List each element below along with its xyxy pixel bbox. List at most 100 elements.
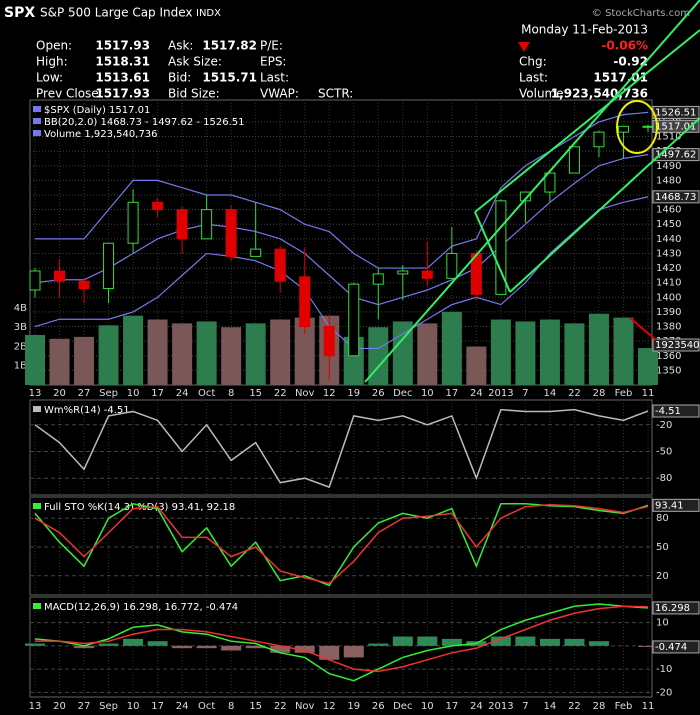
legend-swatch xyxy=(33,503,41,509)
x-tick-label: 15 xyxy=(249,701,262,712)
candle-body xyxy=(568,146,580,174)
volume-bar xyxy=(270,319,291,385)
volume-tick-label: 3B xyxy=(14,322,27,333)
candle-body xyxy=(421,270,433,279)
legend-entry: Volume 1,923,540,736 xyxy=(44,129,158,140)
x-tick-label: 14 xyxy=(544,701,557,712)
copyright: © StockCharts.com xyxy=(592,8,690,19)
histogram-bar xyxy=(417,636,438,646)
value-badge xyxy=(652,601,700,615)
x-tick-label: Feb xyxy=(615,701,633,712)
x-tick-label: 15 xyxy=(249,388,262,399)
x-tick-label: 13 xyxy=(29,388,42,399)
indicator-line xyxy=(34,603,649,682)
value-badge xyxy=(652,338,700,352)
field-label: Ask: xyxy=(168,39,193,53)
field-value: 1518.31 xyxy=(95,55,150,69)
y-tick-label: 80 xyxy=(656,513,669,524)
x-tick-label: 20 xyxy=(53,701,66,712)
x-tick-label: Oct xyxy=(198,701,215,712)
x-tick-label: 14 xyxy=(544,388,557,399)
candle-body xyxy=(54,270,66,282)
y-tick-label: -20 xyxy=(656,687,672,698)
x-tick-label: 20 xyxy=(53,388,66,399)
field-value: 1515.71 xyxy=(202,71,257,85)
field-value: 1517.82 xyxy=(202,39,257,53)
candle-body xyxy=(348,283,360,357)
y-tick-label: 1380 xyxy=(656,322,681,333)
x-tick-label: 10 xyxy=(421,388,434,399)
histogram-bar xyxy=(98,643,119,646)
volume-bar xyxy=(417,323,438,385)
x-tick-label: 22 xyxy=(568,701,581,712)
histogram-bar xyxy=(319,645,340,660)
value-badge-label: 16.298 xyxy=(655,603,690,614)
y-tick-label: 1510 xyxy=(656,132,681,143)
candle-body xyxy=(299,276,311,328)
histogram-bar xyxy=(25,643,45,646)
sto-panel xyxy=(29,496,653,596)
legend-swatch xyxy=(33,118,41,124)
field-label: Last: xyxy=(519,71,548,85)
field-label: Bid Size: xyxy=(168,87,220,101)
candle-body xyxy=(372,273,384,285)
field-label: Volume: xyxy=(519,87,568,101)
volume-bar xyxy=(588,313,609,385)
channel-line xyxy=(474,29,700,213)
histogram-bar xyxy=(392,636,413,646)
x-tick-label: 22 xyxy=(274,388,287,399)
y-tick-label: -80 xyxy=(656,473,672,484)
field-label: Prev Close: xyxy=(36,87,103,101)
field-label: Open: xyxy=(36,39,72,53)
x-tick-label: 24 xyxy=(176,701,189,712)
volume-bar xyxy=(490,319,511,385)
field-value: 1513.61 xyxy=(95,71,150,85)
volume-bar xyxy=(25,334,45,385)
histogram-bar xyxy=(638,645,658,647)
field-label: EPS: xyxy=(260,55,286,69)
bollinger-band xyxy=(34,154,649,306)
histogram-bar xyxy=(123,638,144,646)
y-tick-label: 1420 xyxy=(656,263,681,274)
x-tick-label: 24 xyxy=(470,701,483,712)
candle-body xyxy=(446,252,458,279)
volume-bar xyxy=(613,317,634,385)
volume-bar xyxy=(74,336,95,385)
volume-bar xyxy=(539,319,560,385)
field-label: Low: xyxy=(36,71,63,85)
volume-bar xyxy=(196,321,217,385)
x-tick-label: 19 xyxy=(347,701,360,712)
legend-entry: Wm%R(14) -4.51 xyxy=(44,405,130,416)
indicator-line xyxy=(34,504,649,585)
legend-entry: BB(20,2.0) 1468.73 - 1497.62 - 1526.51 xyxy=(44,117,245,128)
candle-body xyxy=(470,252,482,295)
histogram-bar xyxy=(368,643,389,646)
y-tick-label: 1490 xyxy=(656,161,681,172)
histogram-bar xyxy=(147,641,168,646)
plot: 13 13 20 20 27 27 Sep Sep 10 10 17 17 24 24 Oct Oct 8 8 15… xyxy=(14,100,700,712)
value-badge xyxy=(652,640,700,654)
x-tick-label: 17 xyxy=(445,701,458,712)
x-tick-label: Dec xyxy=(393,388,412,399)
y-tick-label: 1440 xyxy=(656,234,681,245)
value-badge-label: 93.41 xyxy=(655,500,684,511)
x-tick-label: 2013 xyxy=(488,701,513,712)
x-tick-label: 10 xyxy=(421,701,434,712)
x-tick-label: 11 xyxy=(642,388,655,399)
field-label: Ask Size: xyxy=(168,55,222,69)
change-pct: -0.06% xyxy=(601,39,648,53)
histogram-bar xyxy=(343,645,364,658)
y-tick-label: 10 xyxy=(656,618,669,629)
value-badge-label: -4.51 xyxy=(655,406,681,417)
histogram-bar xyxy=(294,645,315,653)
y-tick-label: 1480 xyxy=(656,175,681,186)
candle-body xyxy=(544,172,556,193)
x-tick-label: Sep xyxy=(99,388,118,399)
y-tick-label: -50 xyxy=(656,447,672,458)
indicator-line xyxy=(34,408,649,489)
candle-body xyxy=(593,131,605,148)
x-tick-label: 11 xyxy=(642,701,655,712)
x-tick-label: 27 xyxy=(78,701,91,712)
histogram-bar xyxy=(490,636,511,646)
